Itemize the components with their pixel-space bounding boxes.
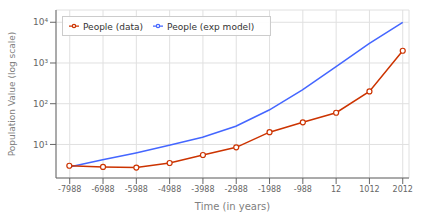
svg-text:-2988: -2988 <box>225 185 248 194</box>
svg-text:-988: -988 <box>294 185 312 194</box>
html-text:People (data): People (data) <box>83 22 144 32</box>
svg-text:2012: 2012 <box>393 185 413 194</box>
svg-text:-1988: -1988 <box>258 185 281 194</box>
svg-text:10⁴: 10⁴ <box>33 17 48 27</box>
svg-text:-5988: -5988 <box>125 185 148 194</box>
svg-text:10²: 10² <box>33 99 48 109</box>
svg-text:-3988: -3988 <box>191 185 214 194</box>
svg-text:-6988: -6988 <box>91 185 114 194</box>
svg-text:10³: 10³ <box>33 58 48 68</box>
svg-text:Population Value (log scale): Population Value (log scale) <box>8 32 17 157</box>
svg-text:1012: 1012 <box>359 185 379 194</box>
html-text:People (exp model): People (exp model) <box>167 22 255 32</box>
svg-text:10¹: 10¹ <box>33 140 48 150</box>
svg-text:12: 12 <box>331 185 341 194</box>
svg-text:-7988: -7988 <box>58 185 81 194</box>
svg-text:Time (in years): Time (in years) <box>194 201 270 212</box>
svg-text:-4988: -4988 <box>158 185 181 194</box>
